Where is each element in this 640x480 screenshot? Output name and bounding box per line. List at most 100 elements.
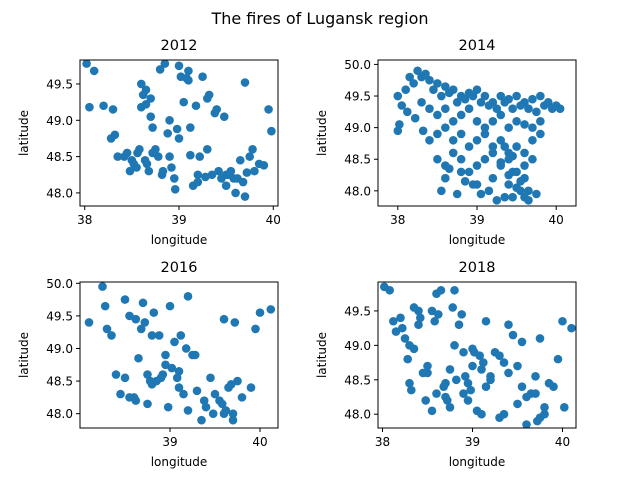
data-point bbox=[512, 142, 521, 151]
data-point bbox=[433, 79, 442, 88]
data-point bbox=[477, 409, 486, 419]
data-point bbox=[174, 134, 184, 143]
data-point bbox=[547, 104, 557, 113]
data-point bbox=[397, 101, 407, 110]
y-tick-label: 49.5 bbox=[344, 90, 371, 104]
data-point bbox=[464, 167, 474, 177]
data-point bbox=[528, 123, 537, 132]
x-tick-label: 39 bbox=[465, 435, 480, 449]
data-point bbox=[242, 168, 252, 177]
data-point bbox=[190, 350, 200, 360]
data-point bbox=[504, 320, 513, 329]
data-point bbox=[107, 331, 116, 340]
data-point bbox=[238, 177, 248, 187]
data-point bbox=[133, 148, 142, 158]
data-point bbox=[179, 97, 189, 107]
data-point bbox=[221, 181, 231, 190]
data-point bbox=[468, 361, 477, 371]
data-point bbox=[141, 100, 151, 109]
data-point bbox=[441, 82, 450, 91]
data-point bbox=[437, 186, 446, 196]
x-tick-label: 40 bbox=[266, 213, 281, 227]
scatter-points bbox=[380, 282, 576, 428]
data-point bbox=[204, 90, 214, 100]
x-tick-label: 40 bbox=[252, 435, 267, 449]
data-point bbox=[536, 129, 545, 139]
data-point bbox=[403, 354, 413, 364]
data-point bbox=[219, 314, 229, 324]
data-point bbox=[151, 145, 160, 154]
data-point bbox=[540, 403, 549, 412]
data-point bbox=[141, 85, 151, 95]
x-axis-label: longitude bbox=[151, 233, 208, 247]
data-point bbox=[153, 152, 163, 161]
data-point bbox=[512, 183, 521, 192]
data-point bbox=[429, 85, 438, 95]
data-point bbox=[488, 142, 498, 151]
data-point bbox=[531, 372, 540, 381]
data-point bbox=[457, 310, 467, 319]
data-point bbox=[143, 370, 152, 379]
data-point bbox=[513, 361, 522, 371]
data-point bbox=[463, 378, 473, 388]
data-point bbox=[396, 313, 405, 323]
data-point bbox=[144, 166, 154, 176]
data-point bbox=[230, 318, 240, 327]
data-point bbox=[199, 396, 209, 405]
data-point bbox=[176, 331, 186, 340]
plot-title: 2014 bbox=[459, 38, 496, 54]
data-point bbox=[197, 415, 206, 425]
data-point bbox=[472, 135, 482, 145]
data-point bbox=[488, 117, 498, 126]
data-point bbox=[136, 79, 146, 89]
data-point bbox=[116, 389, 125, 399]
plot-title: 2018 bbox=[459, 260, 496, 276]
data-point bbox=[231, 188, 240, 198]
data-point bbox=[184, 66, 193, 76]
plot-frame bbox=[377, 281, 577, 429]
x-tick-label: 38 bbox=[375, 435, 390, 449]
data-point bbox=[456, 129, 466, 139]
data-point bbox=[433, 154, 442, 164]
data-point bbox=[520, 148, 529, 158]
data-point bbox=[481, 316, 491, 326]
data-point bbox=[423, 361, 432, 371]
data-point bbox=[445, 365, 455, 374]
data-point bbox=[496, 158, 506, 167]
data-point bbox=[444, 88, 454, 98]
data-point bbox=[448, 303, 458, 312]
data-point bbox=[475, 351, 485, 360]
data-point bbox=[183, 406, 193, 415]
data-point bbox=[174, 383, 184, 392]
data-point bbox=[240, 78, 250, 87]
data-point bbox=[85, 102, 94, 112]
data-point bbox=[389, 316, 398, 326]
data-point bbox=[464, 104, 474, 113]
data-point bbox=[237, 393, 247, 402]
data-point bbox=[553, 354, 563, 364]
data-point bbox=[504, 368, 513, 378]
data-point bbox=[405, 72, 414, 82]
figure-title: The fires of Lugansk region bbox=[210, 9, 428, 28]
y-tick-label: 49.5 bbox=[46, 77, 73, 91]
data-point bbox=[456, 110, 466, 120]
data-point bbox=[120, 152, 129, 161]
data-point bbox=[496, 91, 506, 101]
data-point bbox=[512, 117, 521, 126]
data-point bbox=[499, 358, 509, 367]
data-point bbox=[219, 112, 229, 121]
y-tick-label: 48.0 bbox=[46, 186, 73, 200]
data-point bbox=[229, 174, 238, 183]
y-tick-label: 48.0 bbox=[344, 408, 371, 422]
data-point bbox=[496, 135, 506, 145]
data-point bbox=[441, 104, 450, 113]
scatter-points bbox=[393, 66, 565, 205]
data-point bbox=[172, 124, 182, 134]
data-point bbox=[401, 85, 411, 95]
y-tick-label: 49.0 bbox=[344, 121, 371, 135]
data-point bbox=[145, 376, 155, 386]
data-point bbox=[407, 385, 416, 395]
data-point bbox=[99, 101, 108, 111]
data-point bbox=[460, 94, 470, 104]
subplot-2016: 2016 39 40 48.0 48.5 49.0 49.5 50.0 longitude lat… bbox=[17, 260, 279, 469]
